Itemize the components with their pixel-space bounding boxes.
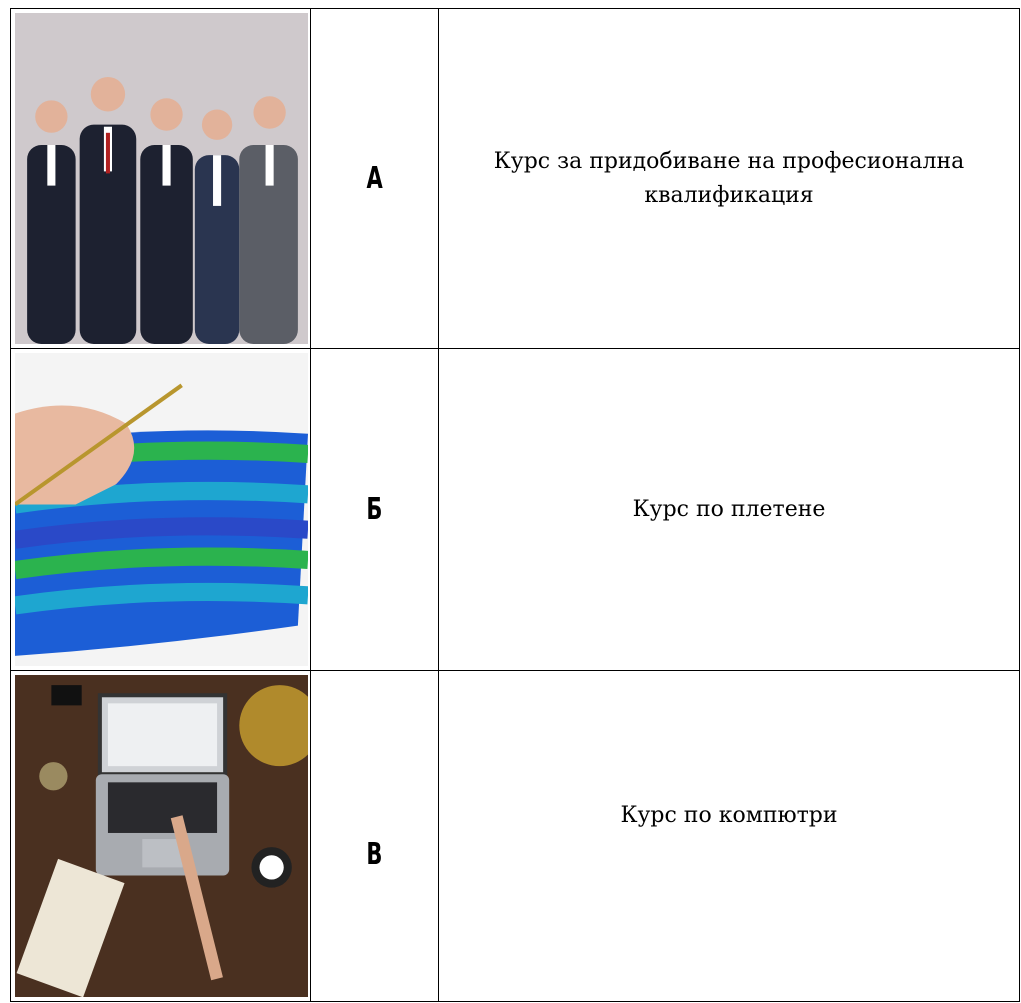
laptop-desk-image	[15, 675, 308, 997]
course-text: Курс по плетене	[439, 349, 1019, 671]
course-text: Курс за придобиване на професионална ква…	[439, 9, 1019, 349]
row-letter: А	[311, 9, 439, 349]
image-cell	[11, 9, 311, 349]
business-people-image	[15, 13, 308, 344]
row-letter: Б	[311, 349, 439, 671]
letter-text: В	[366, 836, 383, 872]
course-text: Курс по компютри	[620, 803, 838, 828]
letter-text: Б	[366, 492, 383, 527]
courses-table: А Курс за придобиване на професионална к…	[10, 8, 1020, 1002]
image-cell	[11, 671, 311, 1001]
row-letter: В	[311, 671, 439, 1001]
crochet-image	[15, 353, 308, 666]
letter-text: А	[366, 161, 383, 196]
image-cell	[11, 349, 311, 671]
